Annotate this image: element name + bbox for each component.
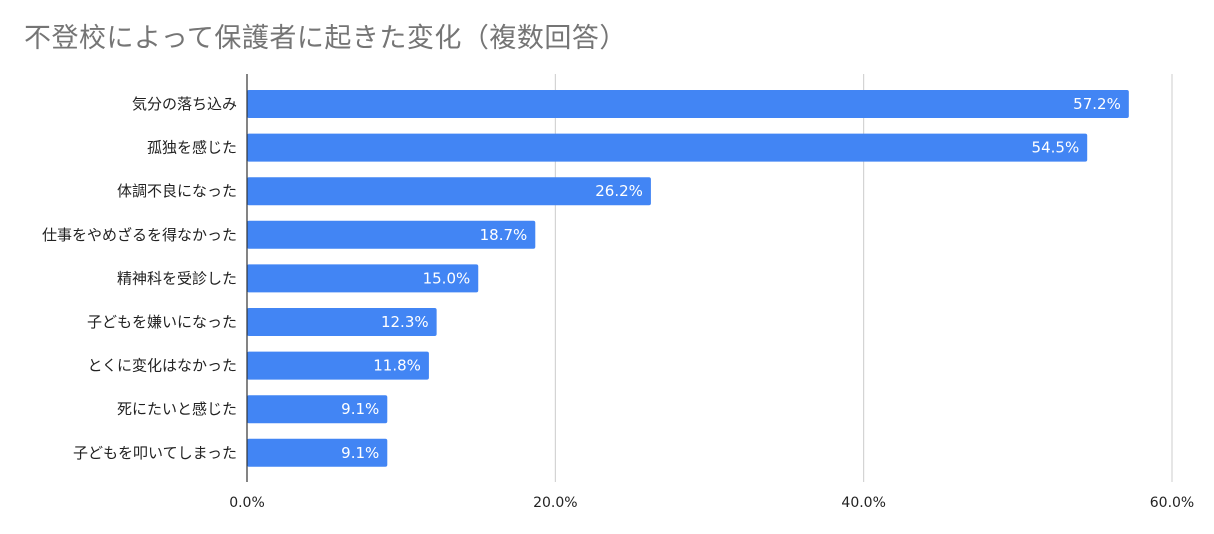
data-label: 11.8%: [373, 357, 421, 375]
x-tick-label: 20.0%: [533, 495, 577, 511]
bar: [247, 395, 388, 424]
category-label: とくに変化はなかった: [87, 357, 237, 375]
category-label: 気分の落ち込み: [132, 95, 237, 113]
bar: [247, 133, 1088, 162]
category-label: 子どもを嫌いになった: [87, 313, 237, 331]
bar: [247, 308, 437, 336]
data-label: 12.3%: [381, 313, 429, 331]
bar: [247, 220, 536, 249]
data-label: 9.1%: [341, 444, 379, 462]
category-label: 子どもを叩いてしまった: [73, 444, 237, 462]
x-tick-label: 40.0%: [841, 495, 885, 511]
data-label: 54.5%: [1032, 139, 1080, 157]
bar: [247, 351, 429, 380]
data-label: 9.1%: [341, 400, 379, 418]
x-tick-label: 0.0%: [229, 495, 265, 511]
category-label: 仕事をやめざるを得なかった: [42, 226, 237, 244]
data-label: 15.0%: [423, 269, 471, 287]
category-label: 精神科を受診した: [117, 269, 237, 287]
bar: [247, 264, 479, 293]
bar: [247, 177, 651, 206]
category-label: 孤独を感じた: [147, 139, 237, 157]
bar: [247, 438, 388, 467]
data-label: 57.2%: [1073, 95, 1121, 113]
x-tick-label: 60.0%: [1150, 495, 1194, 511]
category-label: 死にたいと感じた: [117, 400, 237, 418]
data-label: 26.2%: [595, 182, 643, 200]
chart-title: 不登校によって保護者に起きた変化（複数回答）: [24, 23, 627, 54]
data-label: 18.7%: [480, 226, 528, 244]
category-label: 体調不良になった: [117, 182, 237, 200]
bar: [247, 90, 1129, 118]
